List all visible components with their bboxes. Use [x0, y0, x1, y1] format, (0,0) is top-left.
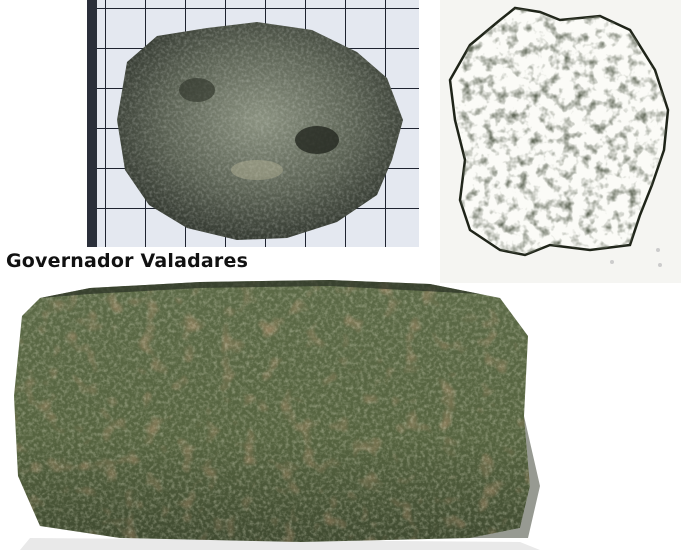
cut-slab-photo — [0, 276, 565, 550]
specimen-caption: Governador Valadares — [6, 250, 249, 272]
thin-section-micrograph — [440, 0, 681, 283]
specimen-fragment-on-grid-photo — [87, 0, 419, 247]
